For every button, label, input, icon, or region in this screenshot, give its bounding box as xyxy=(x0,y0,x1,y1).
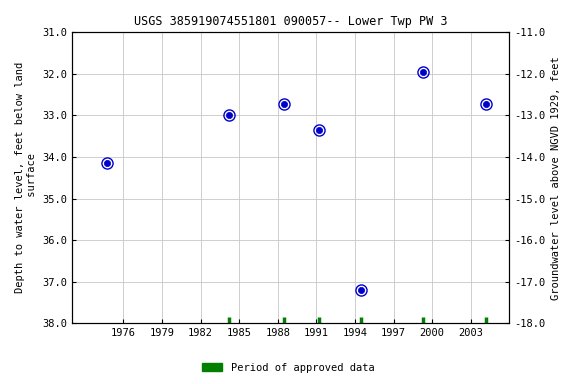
Legend: Period of approved data: Period of approved data xyxy=(198,359,378,377)
Y-axis label: Groundwater level above NGVD 1929, feet: Groundwater level above NGVD 1929, feet xyxy=(551,56,561,300)
Title: USGS 385919074551801 090057-- Lower Twp PW 3: USGS 385919074551801 090057-- Lower Twp … xyxy=(134,15,448,28)
Y-axis label: Depth to water level, feet below land
 surface: Depth to water level, feet below land su… xyxy=(15,62,37,293)
